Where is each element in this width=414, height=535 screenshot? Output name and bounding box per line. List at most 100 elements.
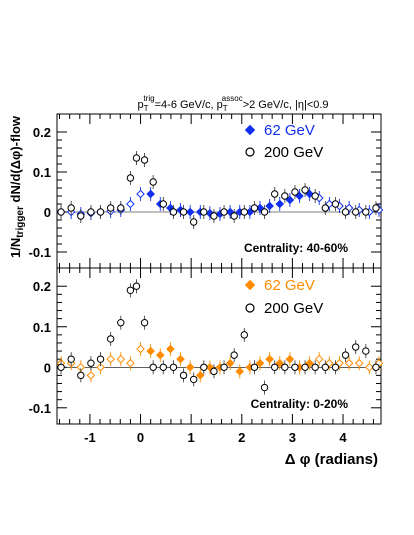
data-point-200gev: [341, 351, 350, 359]
centrality-annotation: Centrality: 0-20%: [251, 397, 349, 411]
legend-marker: [244, 124, 256, 136]
data-point-200gev: [140, 156, 149, 164]
y-tick-label: 0.1: [33, 320, 51, 335]
data-point-200gev: [159, 363, 168, 371]
data-point-200gev: [230, 351, 238, 359]
legend-marker: [245, 303, 255, 313]
legend-label: 200 GeV: [264, 144, 323, 161]
data-point-200gev: [126, 174, 135, 182]
data-point-200gev: [179, 371, 188, 380]
data-point-200gev: [270, 363, 279, 371]
data-point-200gev: [169, 208, 178, 216]
data-point-200gev: [281, 192, 289, 200]
data-point-200gev: [67, 355, 75, 363]
data-point-200gev: [200, 363, 208, 371]
data-point-200gev: [77, 371, 85, 380]
data-point-62gev: [136, 344, 145, 354]
data-point-62gev: [106, 354, 115, 364]
x-tick-label: 1: [188, 430, 195, 445]
data-point-200gev: [351, 343, 360, 351]
data-point-200gev: [189, 218, 198, 226]
data-point-200gev: [96, 208, 105, 216]
data-point-62gev: [285, 195, 295, 205]
data-point-62gev: [185, 362, 195, 372]
data-point-200gev: [240, 331, 249, 339]
data-point-200gev: [210, 212, 218, 220]
panel-bottom: -0.1 0 0.1 0.2 -1 0 1 2 3 4 62 GeV 200 GeV Centralit…: [29, 267, 384, 445]
data-point-62gev: [275, 199, 285, 209]
data-point-62gev: [265, 201, 274, 211]
data-point-62gev: [116, 354, 126, 364]
data-point-62gev: [146, 346, 155, 356]
data-point-200gev: [260, 383, 269, 392]
data-point-200gev: [87, 208, 95, 216]
x-tick-label: 0: [137, 430, 144, 445]
data-point-62gev: [365, 362, 374, 372]
data-point-200gev: [321, 363, 330, 371]
data-point-62gev: [325, 358, 334, 368]
data-point-62gev: [225, 358, 235, 368]
data-point-62gev: [235, 367, 245, 376]
data-point-62gev: [155, 350, 165, 360]
data-point-200gev: [149, 363, 157, 371]
y-axis-label: 1/Ntrigger dN/d(Δφ)-flow: [8, 115, 26, 258]
data-point-200gev: [149, 178, 157, 186]
data-point-62gev: [126, 358, 135, 368]
data-point-200gev: [291, 363, 299, 371]
x-tick-label: 2: [238, 430, 245, 445]
data-point-200gev: [250, 363, 259, 371]
data-point-200gev: [281, 363, 289, 371]
data-point-62gev: [146, 189, 155, 199]
data-point-200gev: [200, 208, 208, 216]
data-point-200gev: [189, 375, 198, 384]
plot-frame-bottom: [56, 267, 382, 425]
y-tick-label: 0: [44, 360, 51, 375]
data-point-200gev: [311, 192, 319, 200]
data-point-200gev: [220, 363, 228, 371]
data-point-200gev: [106, 204, 115, 212]
data-point-200gev: [106, 335, 115, 343]
data-point-62gev: [305, 358, 314, 368]
data-point-62gev: [166, 344, 175, 354]
y-tick-label: -0.1: [29, 401, 51, 416]
data-point-62gev: [96, 362, 105, 372]
data-point-200gev: [341, 208, 350, 216]
data-point-62gev: [275, 358, 285, 368]
y-tick-label: 0.2: [33, 279, 51, 294]
centrality-annotation: Centrality: 40-60%: [244, 241, 348, 255]
data-point-62gev: [126, 199, 135, 209]
data-point-200gev: [362, 347, 370, 355]
data-point-200gev: [169, 363, 178, 371]
x-tick-label: 3: [289, 430, 296, 445]
y-tick-label: 0: [44, 205, 51, 220]
data-point-200gev: [321, 204, 330, 212]
legend-marker: [244, 279, 256, 291]
data-point-200gev: [331, 363, 340, 371]
data-point-200gev: [96, 355, 105, 363]
data-point-200gev: [270, 190, 279, 198]
data-point-200gev: [311, 363, 319, 371]
data-point-200gev: [140, 319, 149, 327]
data-point-200gev: [117, 319, 125, 327]
data-point-62gev: [86, 371, 96, 380]
data-point-200gev: [126, 286, 135, 294]
data-point-200gev: [67, 204, 75, 212]
legend-marker: [245, 147, 255, 157]
data-point-200gev: [230, 212, 238, 220]
data-point-62gev: [136, 189, 145, 199]
data-point-62gev: [265, 354, 274, 364]
data-point-200gev: [57, 363, 65, 371]
panel-top: -0.1 0 0.1 0.2 62 GeV 200 GeV Centrality: 40-6…: [29, 113, 384, 269]
data-point-200gev: [372, 204, 380, 212]
y-tick-label: 0.1: [33, 165, 51, 180]
data-point-200gev: [132, 282, 141, 290]
y-tick-label: 0.2: [33, 125, 51, 140]
data-point-200gev: [301, 363, 309, 371]
figure-title: pTtrig=4-6 GeV/c, pTassoc>2 GeV/c, |η|<0…: [137, 94, 328, 113]
data-point-200gev: [220, 208, 228, 216]
data-point-200gev: [179, 208, 188, 216]
data-point-200gev: [291, 188, 299, 196]
data-point-200gev: [372, 363, 380, 371]
data-point-62gev: [344, 358, 354, 368]
